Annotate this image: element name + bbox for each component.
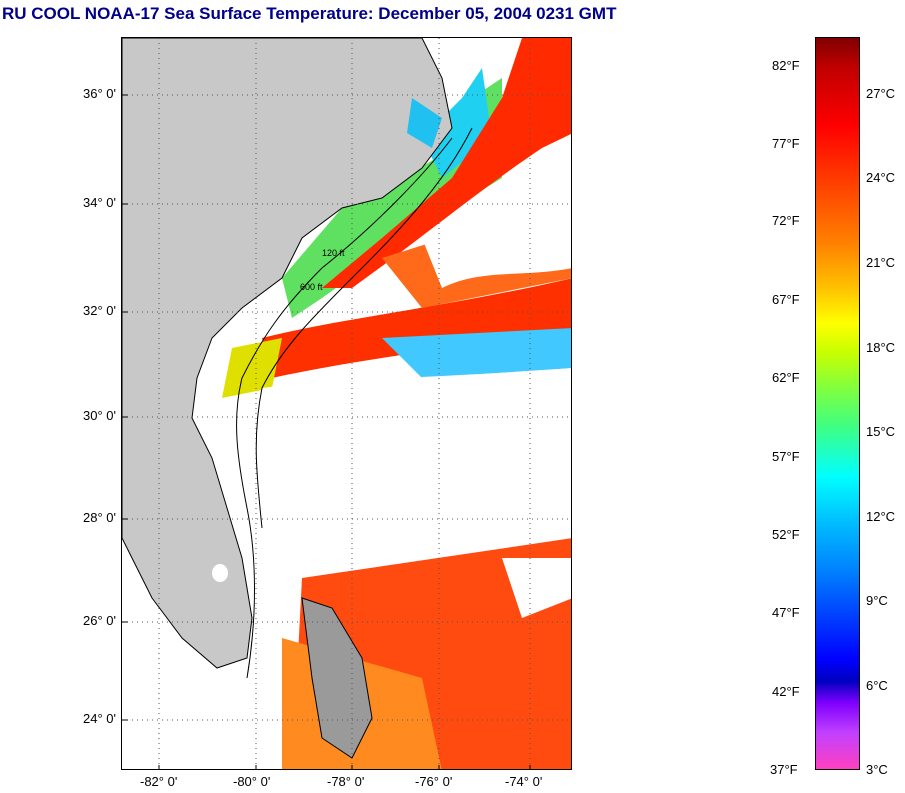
lon-label-80: -80° 0' xyxy=(233,774,271,789)
cb-c-9: 9°C xyxy=(866,593,888,608)
cb-f-37: 37°F xyxy=(770,762,798,777)
lat-label-34: 34° 0' xyxy=(83,195,116,210)
lat-label-26: 26° 0' xyxy=(83,613,116,628)
sst-patch-yellow xyxy=(222,338,282,398)
cb-f-72: 72°F xyxy=(772,213,800,228)
cb-c-18: 18°C xyxy=(866,340,896,355)
lon-label-74: -74° 0' xyxy=(505,774,543,789)
cb-f-52: 52°F xyxy=(772,527,800,542)
lake-okeechobee xyxy=(212,564,228,582)
cb-f-42: 42°F xyxy=(772,684,800,699)
sst-patch-cyan xyxy=(382,328,571,378)
cb-c-15: 15°C xyxy=(866,424,896,439)
bathymetry-contours xyxy=(236,127,473,679)
cb-c-27: 27°C xyxy=(866,86,896,101)
cb-f-62: 62°F xyxy=(772,370,800,385)
lat-label-36: 36° 0' xyxy=(83,86,116,101)
lat-label-28: 28° 0' xyxy=(83,510,116,525)
cb-c-21: 21°C xyxy=(866,255,896,270)
tick-marks xyxy=(122,94,531,769)
contour-labels: 120 ft 600 ft xyxy=(300,248,345,292)
land-mass xyxy=(122,38,453,669)
cloud-layer xyxy=(252,188,571,618)
cb-f-67: 67°F xyxy=(772,292,800,307)
graticule xyxy=(122,38,571,769)
sst-gulf-stream-2 xyxy=(262,278,571,378)
lat-label-30: 30° 0' xyxy=(83,408,116,423)
cb-c-24: 24°C xyxy=(866,170,896,185)
sst-coastal-cool xyxy=(282,78,502,318)
inland-water xyxy=(407,98,442,148)
cb-f-77: 77°F xyxy=(772,136,800,151)
cb-c-3: 3°C xyxy=(866,762,888,777)
map-title: RU COOL NOAA-17 Sea Surface Temperature:… xyxy=(2,4,617,23)
contour-label-120ft: 120 ft xyxy=(322,248,345,258)
sst-map-svg: 120 ft 600 ft xyxy=(122,38,571,769)
lat-label-24: 24° 0' xyxy=(83,711,116,726)
sst-gulf-stream xyxy=(322,38,571,288)
lon-label-76: -76° 0' xyxy=(415,774,453,789)
cb-c-12: 12°C xyxy=(866,509,896,524)
contour-label-600ft: 600 ft xyxy=(300,282,323,292)
bahamas-bank xyxy=(301,597,373,759)
cb-c-6: 6°C xyxy=(866,678,888,693)
sst-map[interactable]: 120 ft 600 ft xyxy=(121,37,572,770)
cb-f-82: 82°F xyxy=(772,58,800,73)
lon-label-82: -82° 0' xyxy=(140,774,178,789)
lat-label-32: 32° 0' xyxy=(83,303,116,318)
cb-f-47: 47°F xyxy=(772,605,800,620)
lon-label-78: -78° 0' xyxy=(327,774,365,789)
temperature-colorbar xyxy=(815,37,860,770)
cb-f-57: 57°F xyxy=(772,449,800,464)
